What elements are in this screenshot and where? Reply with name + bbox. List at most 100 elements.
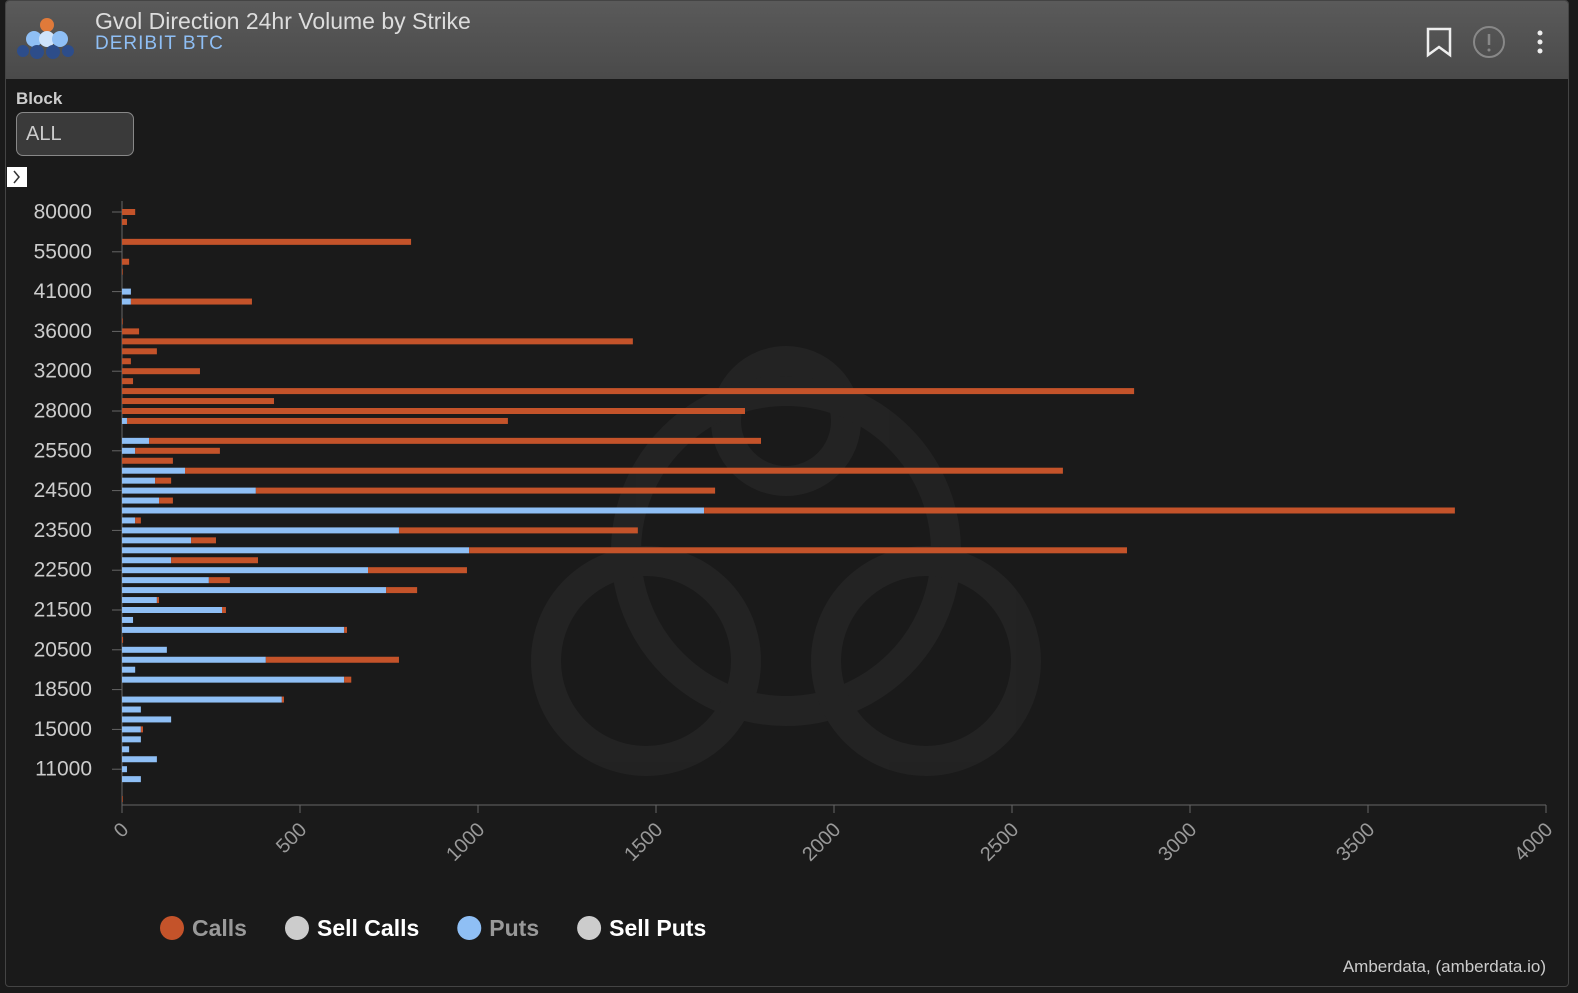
bar	[122, 288, 131, 295]
bar	[122, 636, 124, 643]
bar	[122, 318, 123, 325]
x-tick-label: 1000	[442, 819, 489, 866]
bar	[191, 537, 216, 544]
bar	[122, 597, 157, 604]
bar	[122, 497, 160, 504]
y-tick-label: 23500	[34, 519, 92, 542]
bar	[122, 527, 399, 534]
legend-label[interactable]: Calls	[192, 915, 247, 941]
bar	[281, 696, 284, 703]
bar	[122, 706, 141, 713]
bar	[122, 716, 172, 723]
x-tick-label: 4000	[1510, 819, 1557, 866]
bar	[398, 527, 638, 534]
bar	[386, 587, 418, 594]
legend-label[interactable]: Sell Puts	[609, 915, 706, 941]
bar	[122, 746, 130, 753]
bar	[122, 328, 140, 335]
x-tick-label: 3500	[1332, 819, 1379, 866]
bar	[122, 209, 136, 215]
bar	[122, 656, 266, 663]
bar	[126, 417, 508, 424]
legend-label[interactable]: Puts	[489, 915, 539, 941]
bar	[122, 338, 633, 345]
bar	[122, 666, 136, 673]
bar	[122, 547, 470, 554]
y-tick-label: 21500	[34, 599, 92, 622]
y-tick-label: 80000	[34, 201, 92, 224]
bar	[149, 437, 762, 444]
bar	[122, 507, 705, 514]
watermark	[531, 346, 1041, 776]
bar	[122, 408, 745, 414]
bar	[122, 218, 127, 225]
bar	[122, 437, 150, 444]
y-tick-label: 15000	[34, 718, 92, 741]
bar	[367, 567, 467, 574]
x-tick-label: 0	[110, 819, 133, 842]
title: Gvol Direction 24hr Volume by Strike	[95, 8, 471, 34]
y-tick-label: 18500	[34, 678, 92, 701]
bar	[135, 517, 141, 524]
bar	[469, 547, 1127, 554]
filter-select[interactable]: ALL	[16, 112, 134, 156]
y-tick-label: 11000	[35, 758, 92, 781]
y-tick-label: 20500	[34, 638, 92, 661]
x-tick-label: 2500	[976, 819, 1023, 866]
chart: 0 500 1000 1500 2000 2500 3000 3500 4000 80000 550…	[7, 167, 1557, 941]
bar	[704, 507, 1455, 514]
bar	[159, 497, 173, 504]
panel: Gvol Direction 24hr Volume by Strike DER…	[5, 0, 1569, 987]
bar	[171, 557, 258, 564]
x-tick-label: 500	[272, 819, 311, 858]
x-tick-label: 2000	[798, 819, 845, 866]
bar	[122, 537, 192, 544]
bar	[255, 487, 716, 494]
bar	[122, 577, 209, 584]
bar	[122, 467, 186, 474]
bar	[140, 726, 144, 733]
bar	[122, 796, 123, 803]
expand-button[interactable]	[7, 167, 27, 187]
bar	[122, 726, 141, 733]
bar	[185, 467, 1063, 474]
footer: Amberdata, (amberdata.io)	[1342, 957, 1546, 976]
bar	[135, 447, 220, 454]
bar	[122, 378, 134, 385]
legend-swatch	[457, 916, 482, 940]
bar	[122, 298, 131, 305]
bar	[122, 776, 141, 783]
bar	[208, 577, 230, 584]
bar	[122, 477, 156, 484]
bar	[122, 587, 387, 594]
bar	[122, 238, 412, 245]
y-tick-label: 24500	[34, 479, 92, 502]
bar	[122, 358, 131, 365]
legend-swatch	[160, 916, 184, 940]
bar	[122, 388, 1135, 395]
bar	[122, 766, 127, 773]
bar	[122, 626, 345, 633]
subtitle: DERIBIT BTC	[95, 33, 224, 54]
y-tick-label: 41000	[34, 280, 92, 303]
bar	[130, 298, 252, 305]
bar	[122, 607, 223, 613]
bar	[344, 626, 347, 633]
y-tick-label: 32000	[34, 360, 92, 383]
bar	[265, 656, 399, 663]
bar	[122, 567, 368, 574]
filter-label: Block	[16, 89, 63, 108]
bar	[122, 258, 130, 265]
bar	[156, 597, 160, 604]
bar	[122, 417, 127, 424]
bar	[122, 487, 256, 494]
bar	[122, 646, 167, 653]
bar	[155, 477, 172, 484]
legend-swatch	[284, 916, 309, 940]
y-tick-label: 22500	[34, 559, 92, 582]
legend-label[interactable]: Sell Calls	[317, 915, 419, 941]
bar	[122, 616, 134, 623]
bar	[122, 368, 200, 375]
bar	[122, 398, 275, 405]
